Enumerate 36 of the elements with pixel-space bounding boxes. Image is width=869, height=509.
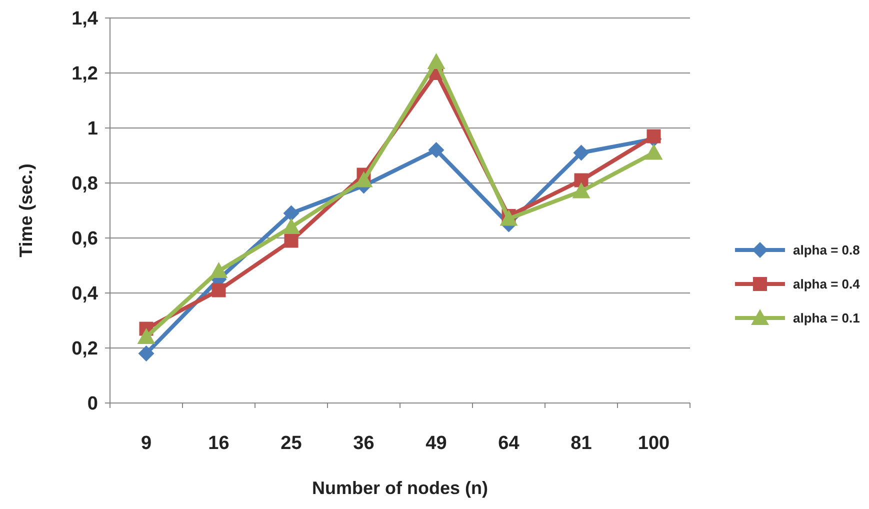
x-tick-label: 16 [208, 433, 230, 454]
legend-label: alpha = 0.1 [793, 310, 860, 326]
point [283, 205, 300, 222]
point [572, 182, 590, 198]
point [646, 129, 661, 144]
y-tick-label: 0,6 [72, 228, 98, 250]
point [644, 144, 663, 160]
x-tick-label: 64 [498, 433, 520, 454]
point [354, 171, 373, 188]
legend-label: alpha = 0.4 [793, 276, 861, 292]
y-tick-label: 1 [87, 118, 98, 140]
x-tick-label: 9 [140, 433, 152, 454]
point [428, 142, 444, 158]
point [284, 234, 298, 248]
x-tick-label: 25 [280, 433, 302, 454]
y-tick-label: 0,2 [72, 338, 98, 360]
legend-label: alpha = 0.8 [793, 242, 860, 258]
point [212, 283, 226, 298]
point [210, 262, 228, 278]
point [138, 346, 154, 362]
point [573, 144, 590, 161]
y-tick-label: 0,8 [72, 174, 98, 195]
point [282, 218, 300, 234]
x-tick-label: 100 [638, 433, 670, 454]
x-axis-title: Number of nodes (n) [312, 478, 488, 498]
point [500, 210, 518, 226]
x-tick-label: 49 [426, 433, 447, 454]
y-axis-title: Time (sec.) [16, 164, 36, 258]
y-tick-label: 1,2 [72, 64, 98, 85]
x-tick-label: 81 [570, 433, 592, 454]
point [137, 328, 156, 344]
y-tick-label: 1,4 [72, 8, 98, 30]
y-tick-label: 0 [87, 394, 98, 415]
x-tick-label: 36 [353, 433, 374, 454]
y-tick-label: 0,4 [72, 284, 98, 305]
point [427, 53, 446, 69]
